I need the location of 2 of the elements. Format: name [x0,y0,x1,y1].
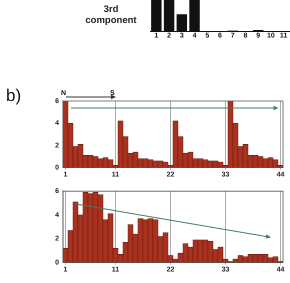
text: b) [6,86,22,106]
y-axis-title: 3rd component [84,4,138,26]
